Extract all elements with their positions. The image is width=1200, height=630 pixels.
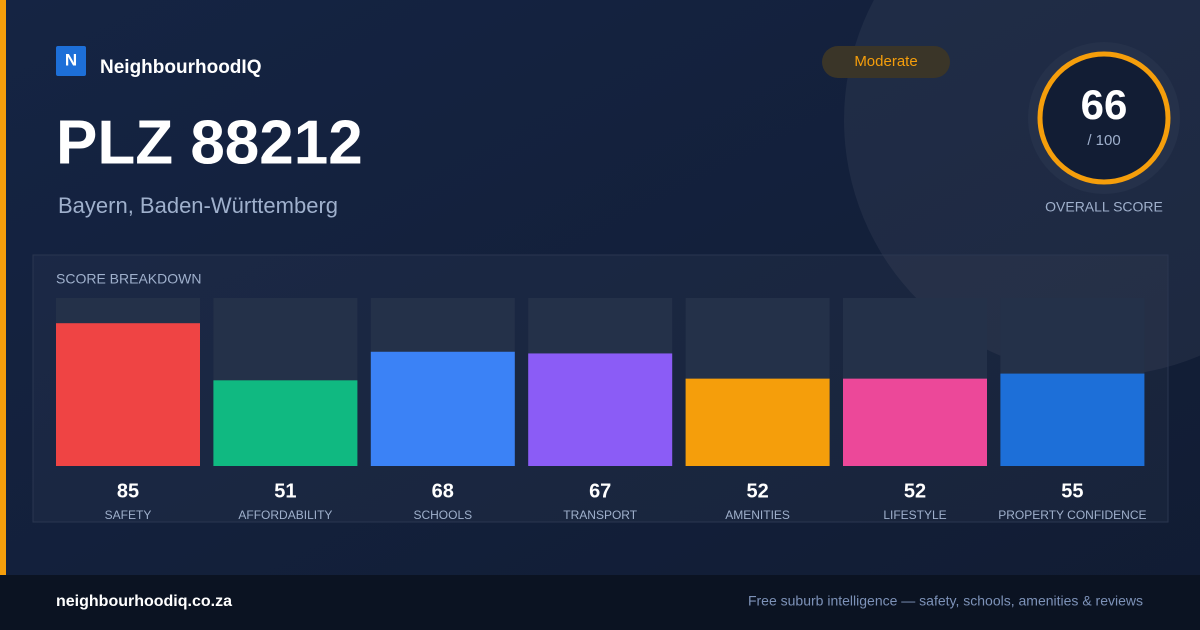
breakdown-panel	[32, 254, 1169, 523]
value-label: 52	[746, 480, 768, 502]
category-label: AFFORDABILITY	[238, 508, 332, 522]
category-label: SAFETY	[105, 508, 152, 522]
badge-pill	[822, 46, 950, 78]
bar	[370, 351, 515, 466]
bar	[843, 378, 987, 466]
brand: NeighbourhoodIQ	[100, 57, 261, 78]
chart-title: SCORE BREAKDOWN	[56, 271, 201, 287]
bar	[528, 353, 673, 466]
score-ring	[1037, 51, 1171, 185]
overall-max: / 100	[1087, 132, 1120, 149]
category-label: SCHOOLS	[413, 508, 472, 522]
footer-bar	[0, 575, 1200, 630]
category-label: TRANSPORT	[563, 508, 637, 522]
category-label: PROPERTY CONFIDENCE	[998, 508, 1146, 522]
category-label: AMENITIES	[725, 508, 790, 522]
category-label: LIFESTYLE	[883, 508, 946, 522]
title: PLZ 88212	[56, 108, 363, 177]
footer-domain: neighbourhoodiq.co.za	[56, 593, 232, 610]
footer-tagline: Free suburb intelligence — safety, schoo…	[748, 593, 1143, 609]
value-label: 85	[117, 480, 139, 502]
bar	[56, 323, 200, 466]
value-label: 55	[1061, 480, 1083, 502]
value-label: 52	[904, 480, 926, 502]
badge: Moderate	[854, 53, 917, 70]
bar	[213, 380, 358, 466]
bar	[685, 378, 830, 466]
accent-strip	[0, 0, 6, 575]
value-label: 68	[432, 480, 454, 502]
overall-label: OVERALL SCORE	[1045, 199, 1163, 215]
bar	[1000, 373, 1145, 466]
overall-score: 66	[1081, 81, 1128, 128]
value-label: 51	[274, 480, 296, 502]
value-label: 67	[589, 480, 611, 502]
logo-letter: N	[65, 50, 77, 69]
logo	[56, 46, 86, 76]
subtitle: Bayern, Baden-Württemberg	[58, 193, 338, 218]
